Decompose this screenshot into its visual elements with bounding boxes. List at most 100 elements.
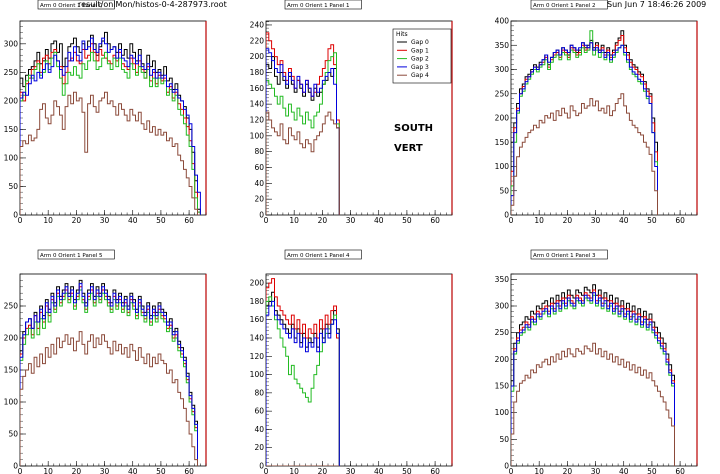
series-gap4: [266, 111, 340, 215]
legend-entry: Gap 1: [411, 47, 429, 54]
legend-entry: Gap 2: [411, 56, 429, 63]
x-tick-label: 50: [156, 467, 166, 474]
legend-title: Hits: [396, 31, 408, 38]
series-gap1: [20, 43, 201, 215]
x-tick-label: 40: [128, 467, 138, 474]
x-tick-label: 10: [534, 216, 544, 225]
x-tick-label: 40: [619, 216, 629, 225]
y-tick-label: 250: [495, 328, 510, 337]
y-tick-label: 0: [504, 211, 509, 220]
x-tick-label: 10: [43, 216, 53, 225]
series-gap4: [20, 91, 201, 215]
y-tick-label: 150: [4, 366, 19, 375]
series-gap2: [511, 30, 658, 215]
y-tick-label: 40: [254, 179, 264, 188]
y-tick-label: 150: [4, 125, 19, 134]
y-tick-label: 50: [8, 430, 18, 439]
x-tick-label: 40: [374, 216, 384, 225]
series-gap3: [266, 48, 340, 215]
y-tick-label: 180: [250, 68, 265, 77]
x-tick-label: 50: [647, 467, 657, 474]
series-gap4: [511, 342, 675, 466]
x-tick-label: 10: [289, 467, 299, 474]
y-tick-label: 0: [13, 211, 18, 220]
y-tick-label: 40: [254, 425, 264, 434]
y-tick-label: 100: [495, 408, 510, 417]
y-tick-label: 100: [4, 398, 19, 407]
y-tick-label: 300: [4, 39, 19, 48]
panel-2: Arm 0 Orient 1 Panel 2 0 10 20 30 40 50 60 0 50 10…: [495, 0, 698, 225]
series-gap3: [20, 37, 201, 215]
y-tick-label: 60: [254, 163, 264, 172]
panel-title-box: [37, 249, 115, 260]
panel-title: Arm 0 Orient 1 Panel 0: [40, 3, 103, 9]
x-tick-label: 50: [156, 216, 166, 225]
panel-title-box: [530, 249, 608, 260]
panel-title-box: [530, 0, 608, 10]
overlay-label: VERT: [394, 143, 423, 154]
legend-entry: Gap 0: [411, 39, 429, 46]
file-path-label: result/onlMon/histos-0-4-287973.root: [78, 0, 227, 9]
x-tick-label: 50: [402, 467, 412, 474]
series-gap3: [20, 283, 198, 466]
x-tick-label: 0: [18, 216, 23, 225]
y-tick-label: 250: [4, 68, 19, 77]
series-gap4: [511, 93, 658, 215]
x-tick-label: 0: [264, 467, 269, 474]
legend-box: [392, 28, 452, 84]
panel-5: Arm 0 Orient 1 Panel 3 0 10 20 30 40 50 60 0 50 10…: [495, 249, 698, 474]
y-tick-label: 50: [499, 435, 509, 444]
series-gap1: [266, 278, 340, 466]
y-tick-label: 250: [4, 302, 19, 311]
series-gap0: [511, 284, 675, 466]
x-tick-label: 20: [72, 467, 82, 474]
x-tick-label: 40: [374, 467, 384, 474]
x-tick-label: 30: [346, 467, 356, 474]
x-tick-label: 0: [509, 216, 514, 225]
x-tick-label: 10: [289, 216, 299, 225]
y-tick-label: 20: [254, 443, 264, 452]
x-tick-label: 30: [591, 216, 601, 225]
series-gap3: [266, 300, 340, 466]
series-gap2: [20, 289, 198, 466]
series-gap4: [20, 331, 198, 466]
x-tick-label: 20: [72, 216, 82, 225]
x-tick-label: 60: [675, 216, 685, 225]
x-tick-label: 40: [619, 467, 629, 474]
y-tick-label: 160: [250, 315, 265, 324]
x-tick-label: 30: [346, 216, 356, 225]
x-tick-label: 60: [430, 216, 440, 225]
x-tick-label: 30: [100, 467, 110, 474]
panel-title: Arm 0 Orient 1 Panel 1: [287, 3, 350, 9]
x-tick-label: 20: [318, 216, 328, 225]
x-tick-label: 60: [184, 467, 194, 474]
y-tick-label: 250: [495, 89, 510, 98]
y-tick-label: 150: [495, 138, 510, 147]
y-tick-label: 120: [250, 352, 265, 361]
y-tick-label: 300: [495, 302, 510, 311]
series-gap3: [511, 42, 658, 215]
y-tick-label: 200: [4, 96, 19, 105]
panel-0: Arm 0 Orient 1 Panel 0 0 10 20 30 40 50 60 0 50 10…: [4, 0, 207, 225]
y-tick-label: 0: [259, 211, 264, 220]
y-tick-label: 220: [250, 36, 265, 45]
x-tick-label: 0: [18, 467, 23, 474]
panel-title-box: [284, 249, 362, 260]
legend-entry: Gap 4: [411, 72, 429, 79]
panel-title: Arm 0 Orient 1 Panel 2: [533, 3, 596, 9]
timestamp-label: Sun Jun 7 18:46:26 2009: [607, 0, 707, 9]
y-tick-label: 300: [495, 65, 510, 74]
y-tick-label: 100: [250, 370, 265, 379]
y-tick-label: 100: [4, 153, 19, 162]
panel-title-box: [37, 0, 115, 10]
y-tick-label: 200: [495, 114, 510, 123]
panel-title: Arm 0 Orient 1 Panel 5: [40, 253, 103, 259]
y-tick-label: 400: [495, 17, 510, 26]
y-tick-label: 350: [495, 275, 510, 284]
y-tick-label: 200: [495, 355, 510, 364]
series-gap2: [20, 51, 201, 215]
x-tick-label: 0: [264, 216, 269, 225]
